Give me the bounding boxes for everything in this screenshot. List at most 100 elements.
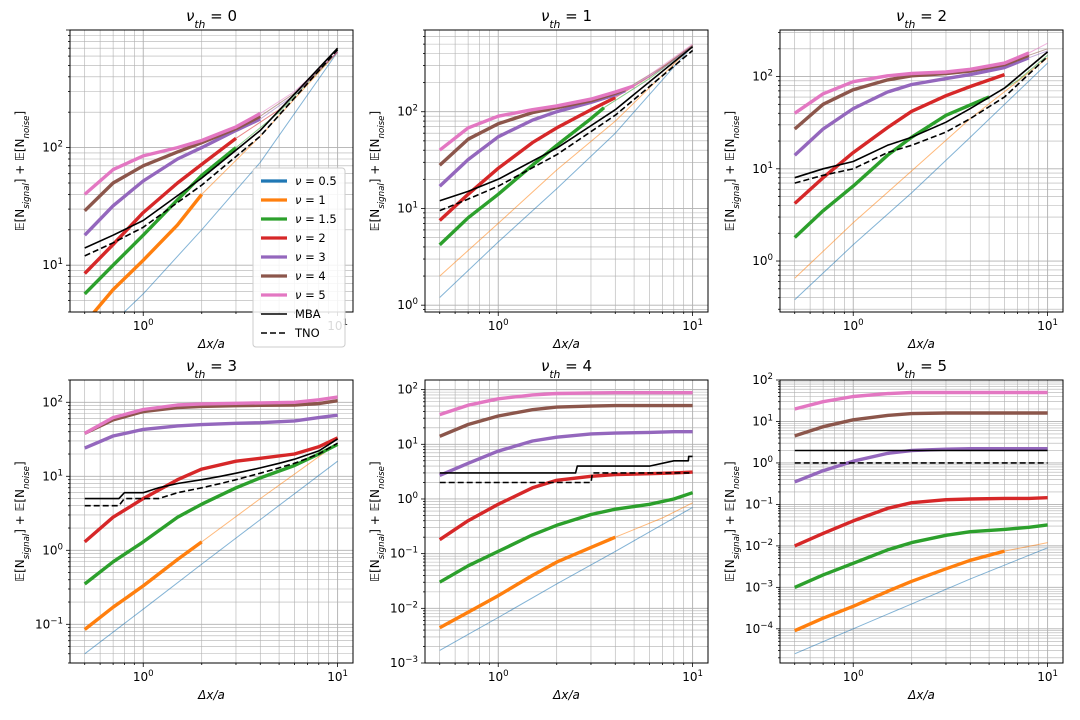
- axes-frame: [69, 379, 354, 664]
- y-tick-label: 102: [397, 104, 418, 119]
- subplot-3: 100 101 100 101 102 νth = 2 Δx/a 𝔼[Nsignal] + 𝔼…: [723, 7, 1064, 351]
- series-thin-line--3: [1028, 50, 1048, 59]
- series-thick-line--1-5: [438, 491, 694, 584]
- legend-label: ν = 4: [295, 269, 326, 283]
- series-thick-line--2: [793, 72, 1006, 205]
- series-thick-line--5: [439, 391, 693, 417]
- plot-area: [438, 391, 694, 651]
- y-tick-label: 10−2: [745, 538, 773, 553]
- subplot-4: 100 101 10−1 100 101 102 νth = 3 Δx/a 𝔼[Nsignal]…: [13, 357, 354, 702]
- y-tick-label: 10−1: [390, 546, 418, 561]
- y-tick-label: 101: [397, 436, 418, 451]
- x-axis-label: Δx/a: [552, 688, 580, 702]
- series-line-mba: [84, 438, 339, 500]
- axes-frame: [424, 379, 709, 664]
- series-thick-line--1: [83, 540, 203, 631]
- series-thick-line--4: [794, 411, 1048, 438]
- series-thin-line--0-5: [123, 51, 339, 312]
- legend-label: ν = 3: [295, 250, 326, 264]
- series-thick-line--4: [83, 399, 338, 435]
- subplot-2: 100 101 100 101 102 νth = 1 Δx/a 𝔼[Nsignal] + 𝔼…: [368, 7, 709, 351]
- y-axis-label: 𝔼[Nsignal] + 𝔼[Nnoise]: [13, 111, 32, 231]
- x-tick-label: 101: [1037, 318, 1058, 333]
- grid: [780, 30, 1063, 312]
- series-thick-line--5: [793, 51, 1030, 115]
- subplot-title: νth = 2: [896, 7, 947, 31]
- series-thin-line--0-5: [439, 506, 693, 651]
- series-thin-line--0-5: [794, 62, 1048, 301]
- y-tick-label: 102: [752, 372, 773, 387]
- axes-frame: [424, 29, 709, 313]
- x-tick-label: 100: [133, 318, 154, 333]
- subplot-title: νth = 5: [896, 357, 947, 381]
- x-tick-label: 101: [1037, 669, 1058, 684]
- y-tick-label: 101: [42, 468, 63, 483]
- series-thin-line--5: [1028, 42, 1048, 54]
- y-axis-label: 𝔼[Nsignal] + 𝔼[Nnoise]: [723, 111, 742, 231]
- series-thin-line--1: [794, 57, 1048, 279]
- subplot-title: νth = 3: [186, 357, 237, 381]
- subplot-title: νth = 0: [186, 7, 237, 31]
- y-tick-label: 100: [397, 491, 418, 506]
- y-tick-label: 102: [42, 394, 63, 409]
- subplot-title: νth = 1: [541, 7, 592, 31]
- series-thick-line--1-5: [793, 95, 990, 239]
- y-axis-label: 𝔼[Nsignal] + 𝔼[Nnoise]: [13, 461, 32, 581]
- series-thick-line--5: [438, 84, 635, 152]
- y-tick-label: 10−3: [745, 579, 773, 594]
- legend-label: TNO: [294, 326, 320, 340]
- y-tick-label: 102: [42, 140, 63, 155]
- legend-label: ν = 1: [295, 193, 326, 207]
- series-thick-line--3: [439, 430, 693, 477]
- y-axis-label: 𝔼[Nsignal] + 𝔼[Nnoise]: [368, 461, 387, 581]
- y-tick-label: 100: [752, 253, 773, 268]
- y-tick-label: 101: [752, 161, 773, 176]
- plot-area: [438, 43, 694, 298]
- series-thick-line--5: [794, 390, 1048, 411]
- series-thick-line--1-5: [794, 523, 1048, 589]
- series-thin-line--4: [1028, 48, 1048, 56]
- x-tick-label: 101: [682, 318, 703, 333]
- legend-label: MBA: [295, 307, 321, 321]
- x-axis-label: Δx/a: [197, 688, 225, 702]
- series-thick-line--1: [438, 535, 616, 630]
- x-axis-label: Δx/a: [552, 337, 580, 351]
- plot-area: [794, 390, 1048, 655]
- series-thick-line--3: [794, 447, 1048, 484]
- series-line-mba: [439, 46, 694, 202]
- series-thick-line--2: [83, 436, 339, 544]
- x-axis-label: Δx/a: [907, 688, 935, 702]
- y-tick-label: 100: [752, 455, 773, 470]
- y-tick-label: 102: [752, 69, 773, 84]
- series-thick-line--1: [92, 193, 204, 312]
- subplot-1: 100101101102νth = 0Δx/a𝔼[Nsignal] + 𝔼[Nn…: [13, 7, 354, 351]
- y-tick-label: 10−4: [745, 621, 773, 636]
- series-thin-line--5: [633, 43, 693, 87]
- series-thin-line--1: [615, 502, 693, 538]
- series-line-mba: [84, 47, 339, 249]
- series-thick-line--3: [84, 413, 338, 450]
- grid: [780, 380, 1063, 663]
- series-thin-line--1: [439, 45, 693, 277]
- series-thick-line--5: [83, 395, 338, 435]
- legend: ν = 0.5 ν = 1 ν = 1.5 ν = 2 ν = 3 ν = 4 ν = 5 M…: [252, 167, 346, 348]
- x-tick-label: 100: [488, 669, 509, 684]
- series-line-tno: [439, 49, 694, 212]
- series-thin-line--0-5: [794, 547, 1048, 655]
- series-line-mba: [439, 455, 693, 474]
- axes-frame: [779, 379, 1064, 664]
- y-tick-label: 101: [42, 257, 63, 272]
- subplot-6: 100 101 10−4 10−3 10−2 10−1 100 101 102 νth = 5 Δx…: [723, 357, 1064, 702]
- series-line-tno: [794, 55, 1049, 184]
- legend-label: ν = 5: [295, 288, 326, 302]
- y-tick-label: 10−2: [390, 600, 418, 615]
- series-thick-line--2: [83, 136, 238, 275]
- y-axis-label: 𝔼[Nsignal] + 𝔼[Nnoise]: [723, 461, 742, 581]
- y-tick-label: 10−1: [745, 496, 773, 511]
- subplot-title: νth = 4: [541, 357, 592, 381]
- x-axis-label: Δx/a: [907, 337, 935, 351]
- x-tick-label: 101: [327, 669, 348, 684]
- series-thick-line--2: [794, 496, 1048, 548]
- series-line-tno: [439, 472, 693, 484]
